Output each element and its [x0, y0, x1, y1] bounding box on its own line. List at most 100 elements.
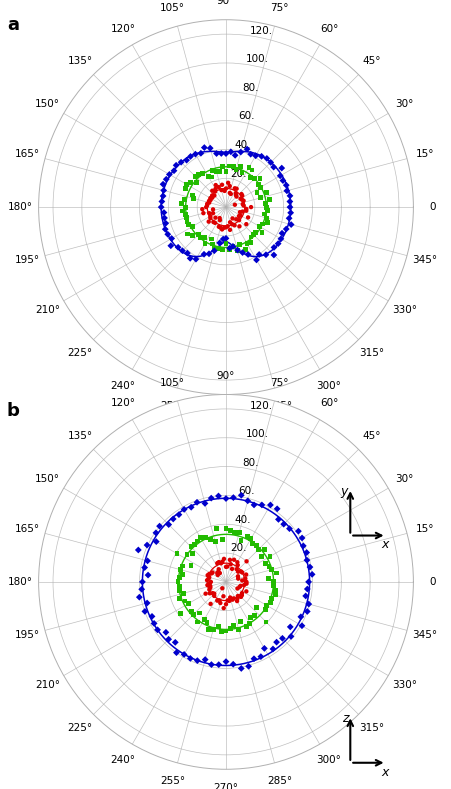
- Point: [238, 193, 245, 206]
- Point: [239, 205, 246, 218]
- Point: [255, 220, 262, 233]
- Point: [157, 200, 165, 213]
- Point: [211, 216, 218, 229]
- Point: [177, 156, 184, 169]
- Point: [246, 171, 253, 184]
- Point: [191, 170, 198, 183]
- Point: [209, 203, 216, 215]
- Point: [200, 141, 207, 154]
- Point: [252, 149, 259, 162]
- Point: [270, 241, 277, 254]
- Point: [193, 654, 201, 667]
- Point: [285, 212, 292, 225]
- Point: [222, 598, 229, 611]
- Point: [193, 535, 201, 548]
- Point: [294, 525, 301, 537]
- Point: [268, 593, 275, 605]
- Point: [303, 605, 310, 618]
- Point: [154, 623, 161, 636]
- Point: [264, 216, 271, 229]
- Point: [212, 165, 220, 178]
- Point: [218, 533, 226, 546]
- Point: [228, 212, 235, 225]
- Point: [206, 142, 213, 155]
- Point: [217, 184, 225, 196]
- Point: [304, 576, 312, 589]
- Point: [184, 597, 192, 610]
- Point: [218, 243, 226, 256]
- Point: [187, 176, 194, 189]
- Point: [224, 177, 231, 189]
- Point: [175, 580, 183, 593]
- Point: [226, 554, 233, 567]
- Point: [187, 501, 194, 514]
- Point: [249, 228, 257, 241]
- Point: [233, 595, 240, 608]
- Point: [239, 198, 246, 211]
- Point: [232, 163, 239, 176]
- Point: [269, 161, 276, 174]
- Point: [226, 623, 233, 635]
- Point: [143, 596, 151, 609]
- Point: [189, 548, 196, 560]
- Point: [304, 598, 312, 611]
- Point: [216, 211, 223, 224]
- Point: [226, 244, 233, 256]
- Point: [258, 551, 265, 563]
- Point: [261, 208, 268, 220]
- Point: [298, 532, 305, 544]
- Point: [203, 579, 211, 592]
- Point: [210, 589, 217, 602]
- Point: [260, 544, 267, 556]
- Point: [215, 242, 222, 255]
- Point: [217, 147, 225, 159]
- Point: [207, 492, 214, 504]
- Point: [184, 228, 191, 241]
- Point: [219, 233, 226, 245]
- Point: [165, 633, 172, 645]
- Point: [201, 531, 208, 544]
- Point: [215, 555, 222, 568]
- Point: [234, 566, 241, 578]
- Point: [152, 526, 159, 539]
- Point: [229, 240, 236, 252]
- Point: [194, 615, 201, 628]
- Point: [205, 248, 212, 260]
- Point: [262, 211, 270, 224]
- Point: [236, 615, 244, 628]
- Point: [255, 249, 262, 261]
- Point: [242, 204, 249, 217]
- Point: [213, 567, 221, 579]
- Point: [272, 636, 280, 649]
- Point: [257, 650, 264, 663]
- Point: [172, 646, 179, 659]
- Point: [212, 148, 220, 160]
- Point: [191, 148, 198, 160]
- Point: [168, 232, 175, 245]
- Point: [160, 184, 167, 196]
- Point: [239, 246, 246, 259]
- Point: [176, 563, 184, 576]
- Point: [187, 150, 194, 163]
- Point: [253, 186, 260, 199]
- Point: [223, 560, 230, 573]
- Point: [209, 207, 216, 219]
- Point: [247, 230, 254, 243]
- Point: [218, 582, 226, 595]
- Point: [245, 161, 252, 174]
- Point: [203, 569, 211, 581]
- Point: [274, 237, 281, 250]
- Point: [203, 574, 210, 586]
- Point: [183, 215, 190, 227]
- Point: [212, 182, 219, 195]
- Point: [220, 552, 227, 565]
- Point: [238, 574, 245, 587]
- Point: [220, 602, 227, 615]
- Point: [282, 222, 289, 235]
- Point: [205, 207, 212, 219]
- Point: [201, 237, 208, 250]
- Point: [236, 206, 243, 219]
- Point: [208, 185, 216, 197]
- Point: [224, 594, 231, 607]
- Point: [233, 592, 240, 604]
